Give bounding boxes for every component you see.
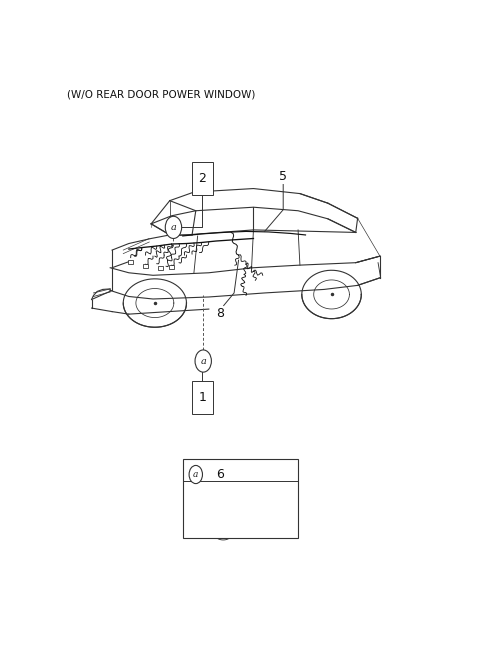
Circle shape <box>189 466 203 483</box>
Bar <box>169 265 174 269</box>
Bar <box>183 459 298 538</box>
Bar <box>129 259 133 264</box>
Text: 1: 1 <box>198 391 206 404</box>
Text: (W/O REAR DOOR POWER WINDOW): (W/O REAR DOOR POWER WINDOW) <box>67 90 256 100</box>
Text: a: a <box>170 223 176 232</box>
Circle shape <box>195 350 211 372</box>
Bar <box>144 264 148 269</box>
Bar <box>192 381 213 414</box>
Text: 8: 8 <box>216 307 224 320</box>
Text: 2: 2 <box>198 172 206 185</box>
Text: 5: 5 <box>279 170 287 183</box>
Text: a: a <box>200 356 206 365</box>
Bar <box>158 266 163 270</box>
Circle shape <box>165 216 181 238</box>
Bar <box>192 162 213 195</box>
Text: 6: 6 <box>216 468 224 481</box>
Text: a: a <box>193 470 198 479</box>
